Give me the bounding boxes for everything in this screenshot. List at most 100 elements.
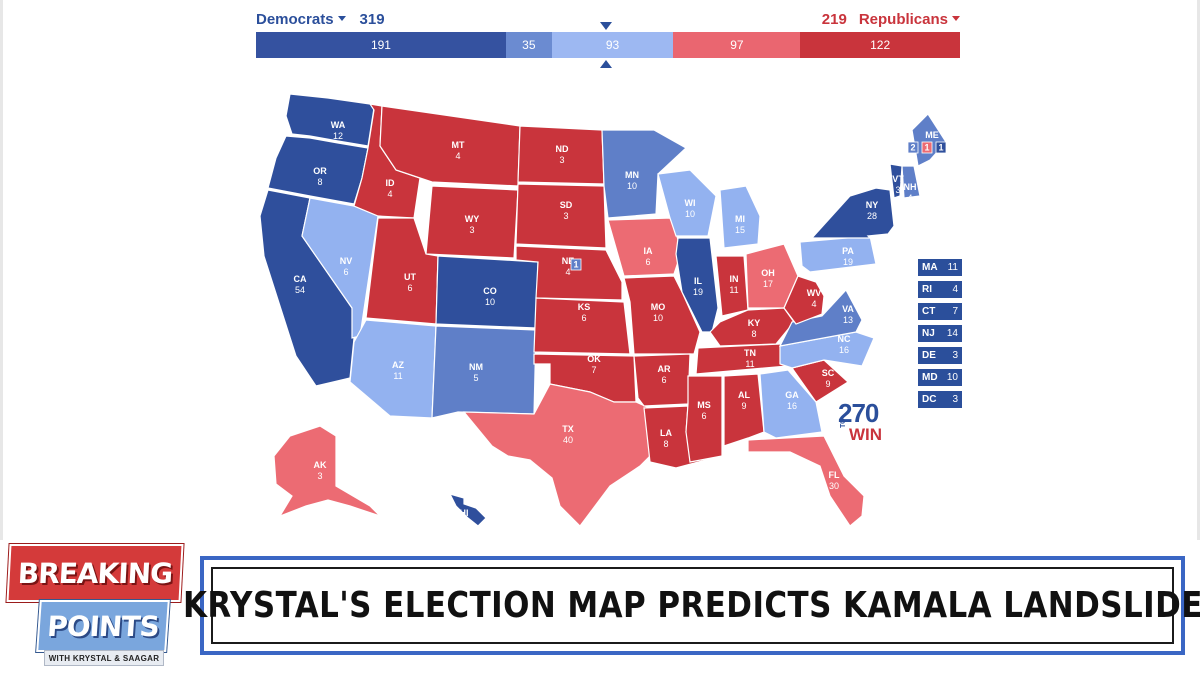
state-label-ca: CA	[294, 274, 307, 284]
state-ev-id: 4	[387, 189, 392, 199]
state-ak[interactable]	[273, 425, 381, 518]
state-ev-ms: 6	[701, 411, 706, 421]
state-ny[interactable]	[810, 187, 895, 239]
state-label-ut: UT	[404, 272, 416, 282]
state-label-la: LA	[660, 428, 672, 438]
state-ev-ks: 6	[581, 313, 586, 323]
state-label-ak: AK	[314, 460, 327, 470]
state-ga[interactable]	[759, 369, 823, 439]
breaking-points-logo: BREAKING POINTS WITH KRYSTAL & SAAGAR	[6, 544, 186, 668]
threshold-marker-top-icon	[600, 22, 612, 30]
state-label-ok: OK	[587, 354, 601, 364]
democrats-header[interactable]: Democrats 319	[256, 11, 385, 29]
republicans-header[interactable]: 219 Republicans	[822, 11, 960, 29]
state-sd[interactable]	[515, 183, 607, 249]
state-va[interactable]	[778, 288, 863, 347]
state-abbr: NJ	[922, 328, 935, 339]
state-ev-wy: 3	[469, 225, 474, 235]
logo-270-number: 270	[838, 398, 879, 428]
small-state-box-md[interactable]: MD 10	[918, 369, 962, 386]
state-wy[interactable]	[425, 185, 519, 259]
tally-value: 97	[730, 38, 744, 52]
state-label-ms: MS	[697, 400, 711, 410]
state-hi[interactable]	[448, 493, 487, 527]
ne-district-box	[570, 258, 582, 271]
logo-breaking-block: BREAKING	[6, 544, 184, 602]
state-ev-ny: 28	[867, 211, 877, 221]
state-label-tx: TX	[562, 424, 574, 434]
state-label-sc: SC	[822, 368, 835, 378]
state-label-wv: WV	[807, 288, 822, 298]
state-label-wy: WY	[465, 214, 480, 224]
state-il[interactable]	[675, 237, 719, 333]
state-label-mt: MT	[452, 140, 465, 150]
state-nm[interactable]	[431, 325, 537, 419]
republicans-total: 219	[821, 11, 847, 28]
state-wi[interactable]	[657, 169, 717, 237]
state-ev-co: 10	[485, 297, 495, 307]
state-ev-wv: 4	[811, 299, 816, 309]
state-pa[interactable]	[799, 235, 877, 273]
logo-points-text: POINTS	[46, 609, 160, 643]
state-abbr: DC	[922, 394, 937, 405]
me-district-box-left-value: 2	[910, 143, 915, 153]
headline-inner-frame: KRYSTAL'S ELECTION MAP PREDICTS KAMALA L…	[183, 567, 1200, 644]
headline-text: KRYSTAL'S ELECTION MAP PREDICTS KAMALA L…	[182, 585, 1200, 626]
state-ev-nh: 4	[907, 193, 912, 203]
state-wv[interactable]	[783, 275, 825, 325]
state-label-ny: NY	[866, 200, 879, 210]
state-abbr: CT	[922, 306, 936, 317]
state-wa[interactable]	[285, 93, 375, 147]
state-ev-fl: 30	[829, 481, 839, 491]
chevron-down-icon	[952, 16, 960, 21]
state-label-co: CO	[483, 286, 497, 296]
state-mn[interactable]	[601, 129, 688, 219]
republicans-label: Republicans	[858, 11, 948, 28]
state-ev-la: 8	[663, 439, 668, 449]
state-label-nh: NH	[904, 182, 917, 192]
democrats-label: Democrats	[256, 11, 334, 28]
threshold-marker-bottom-icon	[600, 60, 612, 68]
tally-segment-likely-dem: 35	[505, 32, 552, 58]
state-ar[interactable]	[633, 353, 691, 407]
state-ev-ut: 6	[407, 283, 412, 293]
state-ne[interactable]	[515, 245, 623, 301]
small-state-box-de[interactable]: DE 3	[918, 347, 962, 364]
state-al[interactable]	[723, 373, 765, 447]
state-ev-nd: 3	[559, 155, 564, 165]
small-state-box-dc[interactable]: DC 3	[918, 391, 962, 408]
small-state-box-nj[interactable]: NJ 14	[918, 325, 962, 342]
state-ms[interactable]	[685, 375, 723, 463]
state-ks[interactable]	[533, 297, 631, 355]
state-ev-nc: 16	[839, 345, 849, 355]
state-vt[interactable]	[889, 163, 903, 199]
small-state-box-ri[interactable]: RI 4	[918, 281, 962, 298]
state-label-wa: WA	[331, 120, 346, 130]
state-label-ar: AR	[658, 364, 671, 374]
logo-hosts-strip: WITH KRYSTAL & SAAGAR	[44, 650, 164, 666]
small-state-box-ma[interactable]: MA 11	[918, 259, 962, 276]
state-ev-ia: 6	[645, 257, 650, 267]
small-state-box-ct[interactable]: CT 7	[918, 303, 962, 320]
state-ev-oh: 17	[763, 279, 773, 289]
state-ev-nm: 5	[473, 373, 478, 383]
headline-banner: KRYSTAL'S ELECTION MAP PREDICTS KAMALA L…	[183, 556, 1200, 655]
frame-edge-left	[0, 0, 3, 540]
electoral-tally-bar: 191 35 93 97 122	[256, 32, 960, 58]
state-fl[interactable]	[747, 435, 865, 527]
state-tx[interactable]	[462, 383, 661, 527]
state-mi[interactable]	[719, 185, 761, 249]
state-mo[interactable]	[623, 275, 701, 355]
me-district-box-right-value: 1	[938, 143, 943, 153]
state-label-ga: GA	[785, 390, 799, 400]
me-district-box-left	[907, 141, 919, 154]
state-nc[interactable]	[779, 331, 875, 369]
state-abbr: MA	[922, 262, 938, 273]
state-me[interactable]	[911, 113, 947, 167]
state-nh[interactable]	[901, 165, 921, 199]
state-ev: 11	[947, 262, 958, 273]
us-electoral-map: WA12OR8CA54NV6ID4MT4WY3UT6AZ11CO10NM5ND3…	[259, 93, 947, 529]
state-ev-or: 8	[317, 177, 322, 187]
state-label-mo: MO	[651, 302, 666, 312]
